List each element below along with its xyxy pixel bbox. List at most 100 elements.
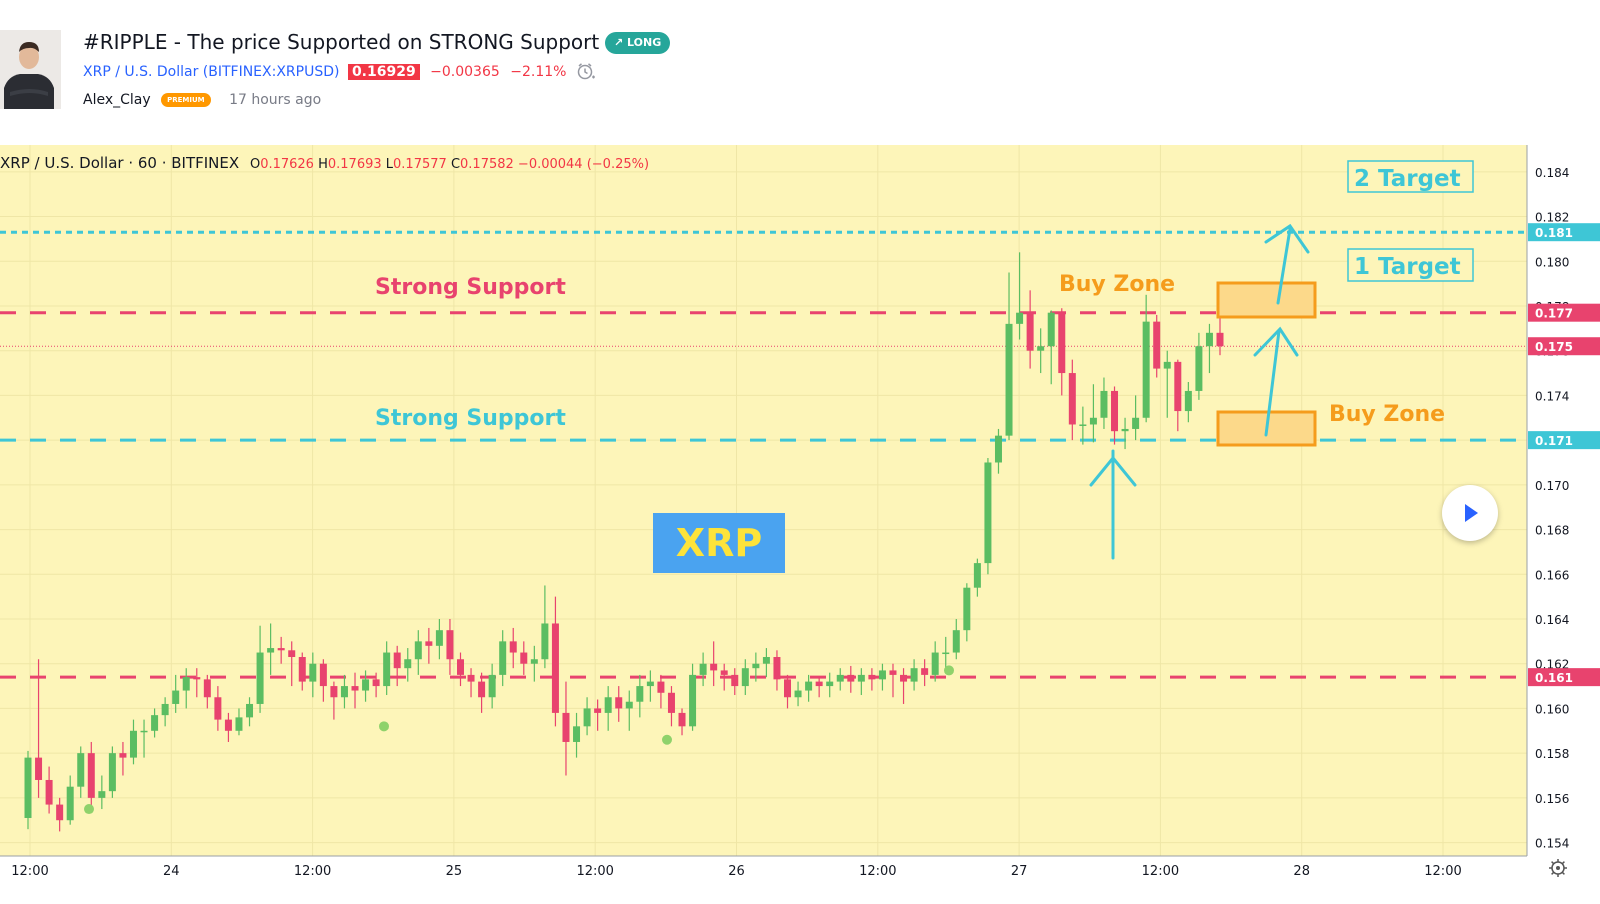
candle-body [1205, 332, 1213, 347]
candle-body [393, 652, 401, 669]
candle-body [689, 674, 697, 727]
candle-body [87, 753, 95, 798]
candle-body [741, 668, 749, 687]
price-tag [1528, 668, 1600, 687]
y-tick-label: 0.158 [1535, 747, 1569, 761]
y-tick-label: 0.164 [1535, 613, 1569, 627]
price-tag [1528, 431, 1600, 450]
candle-body [625, 701, 633, 709]
add-alert-icon[interactable] [576, 62, 596, 82]
candle-body [214, 697, 222, 720]
xrp-label-box [653, 513, 785, 573]
candle-body [1089, 417, 1097, 425]
candle-body [615, 697, 623, 709]
legend-low: 0.17577 [393, 157, 447, 172]
x-tick-label: 12:00 [576, 864, 613, 879]
candle-body [562, 712, 570, 742]
legend-symbol[interactable]: XRP / U.S. Dollar · 60 · BITFINEX [0, 154, 240, 172]
candle-body [1184, 390, 1192, 412]
symbol-exchange-link[interactable]: (BITFINEX:XRPUSD) [202, 64, 340, 80]
candle-body [857, 674, 865, 682]
y-tick-label: 0.180 [1535, 255, 1569, 269]
price-tag-label: 0.161 [1535, 671, 1573, 685]
candle-body [1153, 321, 1161, 369]
candle-body [277, 648, 285, 651]
symbol-name-link[interactable]: XRP / U.S. Dollar [83, 64, 199, 80]
premium-badge: PREMIUM [161, 93, 211, 107]
candle-body [77, 753, 85, 787]
legend-l-label: L [385, 157, 394, 172]
candle-body [573, 726, 581, 742]
candle-body [1005, 323, 1013, 436]
y-tick-label: 0.160 [1535, 702, 1569, 716]
candle-body [984, 462, 992, 564]
candle-body [604, 697, 612, 713]
publish-time: 17 hours ago [229, 92, 322, 108]
buy-zone-box-upper [1216, 281, 1317, 319]
x-tick-label: 12:00 [859, 864, 896, 879]
candle-body [256, 652, 264, 704]
chart-settings-icon[interactable] [1549, 859, 1567, 877]
candle-body [224, 719, 232, 731]
candle-body [404, 659, 412, 669]
candle-body [1016, 312, 1024, 324]
y-tick-label: 0.182 [1535, 211, 1569, 225]
candle-body [1142, 321, 1150, 418]
idea-header: #RIPPLE - The price Supported on STRONG … [0, 0, 1600, 145]
author-name[interactable]: Alex_Clay [83, 92, 151, 108]
candle-body [129, 730, 137, 758]
legend-ohlc: O0.17626 H0.17693 L0.17577 C0.17582 −0.0… [250, 157, 649, 172]
up-arrow-bottom [1089, 449, 1137, 560]
candle-body [383, 652, 391, 687]
chart-canvas[interactable]: 2 Target 1 Target Strong Support Strong … [0, 145, 1600, 900]
y-tick-label: 0.184 [1535, 166, 1569, 180]
candle-body [710, 663, 718, 671]
strong-support-label-mid: Strong Support [375, 406, 566, 431]
candle-body [446, 630, 454, 660]
candle-body [1216, 332, 1224, 347]
y-tick-label: 0.154 [1535, 837, 1569, 851]
candle-body [667, 692, 675, 713]
candle-body [161, 703, 169, 716]
buy-zone-label-top: Buy Zone [1059, 272, 1175, 297]
candle-body [1026, 312, 1034, 351]
candle-body [530, 659, 538, 664]
candle-body [467, 674, 475, 682]
legend-h-label: H [318, 157, 328, 172]
x-tick-label: 12:00 [11, 864, 48, 879]
candle-body [235, 717, 243, 731]
candle-body [319, 663, 327, 687]
candle-body [1111, 390, 1119, 432]
candle-body [699, 663, 707, 675]
y-tick-label: 0.168 [1535, 524, 1569, 538]
candle-body [815, 681, 823, 687]
candle-body [1121, 428, 1129, 432]
candle-body [499, 641, 507, 675]
candle-body [720, 670, 728, 675]
candle-body [298, 657, 306, 682]
candle-body [56, 804, 64, 821]
author-avatar[interactable] [0, 30, 61, 109]
legend-close: 0.17582 [460, 157, 514, 172]
candle-body [246, 703, 254, 718]
price-chart[interactable]: 2 Target 1 Target Strong Support Strong … [0, 145, 1600, 900]
candle-body [1195, 346, 1203, 391]
idea-title: #RIPPLE - The price Supported on STRONG … [83, 30, 600, 54]
candle-body [108, 753, 116, 792]
candle-body [372, 679, 380, 687]
candle-body [868, 674, 876, 680]
candle-body [994, 435, 1002, 463]
candle-body [657, 681, 665, 693]
candle-body [1163, 361, 1171, 369]
strong-support-label-top: Strong Support [375, 275, 566, 300]
candle-body [773, 657, 781, 680]
candle-body [425, 641, 433, 646]
legend-open: 0.17626 [260, 157, 314, 172]
candle-body [551, 623, 559, 713]
candle-body [973, 563, 981, 588]
y-tick-label: 0.156 [1535, 792, 1569, 806]
candle-body [330, 686, 338, 698]
candle-body [762, 657, 770, 664]
play-button[interactable] [1442, 485, 1498, 541]
candle-body [963, 587, 971, 631]
